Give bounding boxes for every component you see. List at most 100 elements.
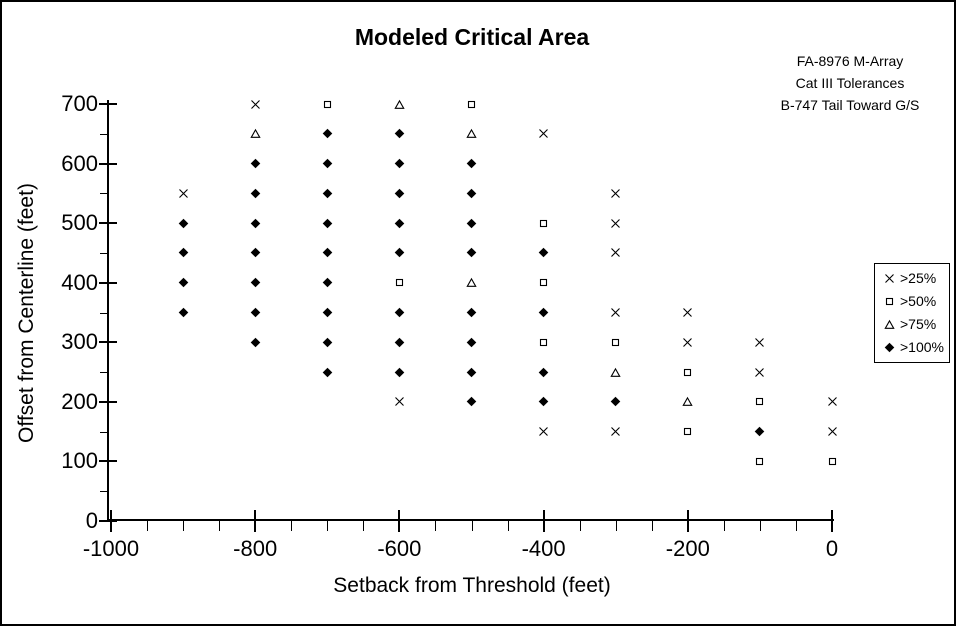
data-point: [250, 188, 261, 199]
y-major-tick: [99, 520, 117, 522]
triangle-marker-icon: [884, 319, 895, 330]
data-point: [394, 307, 405, 318]
data-point: [466, 128, 477, 139]
x-minor-tick: [219, 521, 221, 531]
data-point: [610, 396, 621, 407]
data-point: [250, 128, 261, 139]
data-point: [250, 307, 261, 318]
data-point: [827, 456, 838, 467]
data-point: [538, 426, 549, 437]
y-minor-tick: [100, 193, 108, 195]
data-point: [754, 456, 765, 467]
data-point: [610, 247, 621, 258]
y-tick-label: 200: [61, 388, 98, 414]
data-point: [682, 367, 693, 378]
x-major-tick: [254, 510, 257, 532]
data-point: [250, 99, 261, 110]
legend-label: >75%: [900, 316, 937, 332]
y-major-tick: [99, 281, 117, 284]
x-minor-tick: [723, 521, 725, 531]
data-point: [466, 188, 477, 199]
data-point: [610, 218, 621, 229]
data-point: [466, 367, 477, 378]
y-major-tick: [99, 341, 117, 344]
data-point: [466, 247, 477, 258]
x-minor-tick: [147, 521, 149, 531]
x-marker-icon: [884, 273, 895, 284]
x-minor-tick: [579, 521, 581, 531]
y-tick-label: 100: [61, 448, 98, 474]
data-point: [394, 396, 405, 407]
x-major-tick: [686, 510, 689, 532]
y-minor-tick: [100, 312, 108, 314]
data-point: [538, 128, 549, 139]
data-point: [322, 367, 333, 378]
legend: >25% >50% >75% >100%: [874, 263, 950, 363]
x-axis-label: Setback from Threshold (feet): [333, 574, 611, 597]
chart-title: Modeled Critical Area: [354, 24, 590, 50]
data-point: [754, 396, 765, 407]
legend-label: >25%: [900, 270, 937, 286]
data-point: [754, 426, 765, 437]
y-major-tick: [99, 103, 117, 105]
data-point: [250, 158, 261, 169]
legend-item: >100%: [884, 340, 949, 355]
x-tick-label: -600: [377, 536, 422, 561]
data-point: [250, 277, 261, 288]
data-point: [827, 426, 838, 437]
x-minor-tick: [327, 521, 329, 531]
data-point: [538, 307, 549, 318]
x-major-tick: [398, 510, 401, 532]
data-point: [538, 218, 549, 229]
data-point: [682, 337, 693, 348]
data-point: [466, 218, 477, 229]
data-point: [250, 337, 261, 348]
data-point: [394, 128, 405, 139]
data-point: [394, 277, 405, 288]
legend-label: >100%: [900, 339, 944, 355]
x-minor-tick: [507, 521, 509, 531]
y-major-tick: [99, 162, 117, 165]
y-minor-tick: [100, 431, 108, 433]
data-point: [466, 99, 477, 110]
x-minor-tick: [291, 521, 293, 531]
y-tick-label: 700: [61, 91, 98, 116]
data-point: [394, 99, 405, 110]
data-point: [394, 158, 405, 169]
x-major-tick: [831, 510, 833, 532]
data-point: [610, 426, 621, 437]
data-point: [466, 396, 477, 407]
legend-item: >25%: [884, 271, 949, 286]
data-point: [682, 396, 693, 407]
data-point: [250, 247, 261, 258]
data-point: [178, 218, 189, 229]
y-major-tick: [99, 400, 117, 403]
data-point: [394, 247, 405, 258]
data-point: [538, 247, 549, 258]
data-point: [610, 188, 621, 199]
annotation-line-2: Cat III Tolerances: [795, 75, 905, 91]
x-minor-tick: [471, 521, 473, 531]
x-minor-tick: [183, 521, 185, 531]
data-point: [466, 277, 477, 288]
x-minor-tick: [759, 521, 761, 531]
data-point: [250, 218, 261, 229]
data-point: [322, 247, 333, 258]
data-point: [610, 337, 621, 348]
data-point: [322, 218, 333, 229]
y-minor-tick: [100, 133, 108, 135]
data-point: [322, 307, 333, 318]
data-point: [682, 426, 693, 437]
data-point: [394, 367, 405, 378]
diamond-marker-icon: [884, 342, 895, 353]
data-point: [610, 367, 621, 378]
data-point: [394, 337, 405, 348]
data-point: [538, 337, 549, 348]
data-point: [322, 128, 333, 139]
x-tick-label: -200: [665, 536, 710, 561]
legend-item: >50%: [884, 294, 949, 309]
x-minor-tick: [363, 521, 365, 531]
y-minor-tick: [100, 372, 108, 374]
x-tick-label: 0: [825, 536, 839, 561]
